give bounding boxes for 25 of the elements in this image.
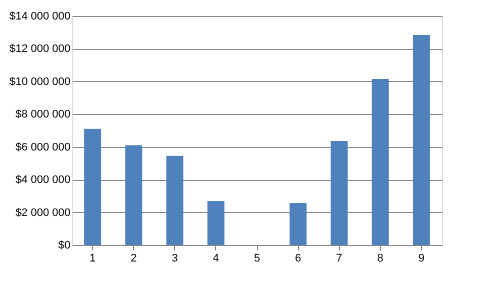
x-tick-label: 1 [89, 252, 96, 264]
y-tick-label: $0 [58, 240, 70, 252]
x-tick-label: 2 [130, 252, 137, 264]
bar [290, 202, 307, 245]
x-tick-label: 4 [212, 252, 219, 264]
y-tick-label: $2 000 000 [15, 206, 70, 219]
x-tick-label: 6 [295, 252, 302, 264]
y-tick-label: $10 000 000 [9, 76, 70, 88]
bar [166, 156, 184, 245]
x-tick-label: 9 [418, 252, 425, 264]
x-tick-label: 5 [254, 252, 260, 264]
y-tick-label: $8 000 000 [15, 108, 70, 121]
bar [330, 140, 348, 245]
x-tick-label: 3 [172, 252, 178, 264]
y-tick-label: $14 000 000 [9, 10, 70, 22]
bar [372, 78, 389, 245]
y-tick-label: $6 000 000 [15, 141, 70, 154]
x-tick-label: 8 [377, 252, 384, 264]
y-tick-label: $12 000 000 [9, 43, 70, 56]
y-tick-label: $4 000 000 [15, 174, 70, 186]
bar [412, 34, 430, 245]
x-tick-label: 7 [336, 252, 342, 264]
bar [125, 145, 142, 245]
bar [84, 128, 102, 245]
bar [207, 201, 224, 245]
